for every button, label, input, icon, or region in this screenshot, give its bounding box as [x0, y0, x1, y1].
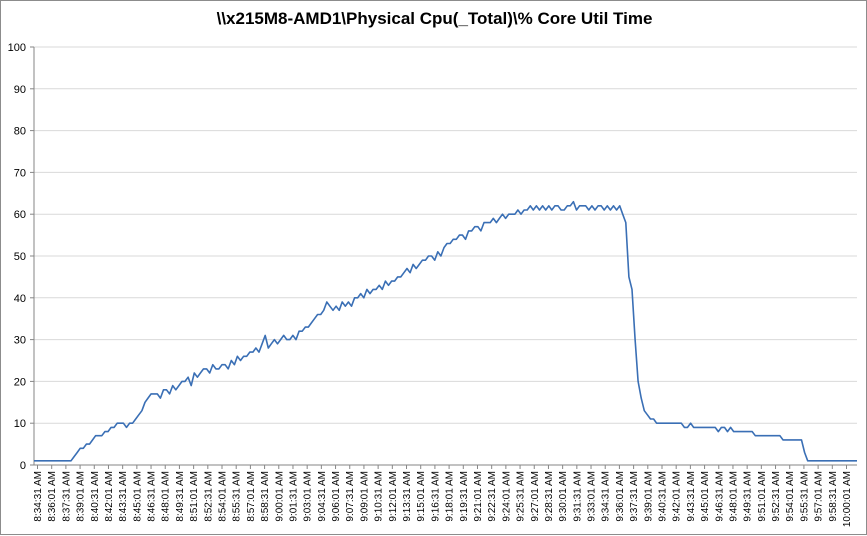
x-tick-label: 9:55:31 AM [799, 471, 810, 522]
x-tick-label: 9:31:31 AM [572, 471, 583, 522]
x-tick-label: 9:06:01 AM [331, 471, 342, 522]
y-tick-label: 30 [14, 335, 26, 347]
x-tick-label: 10:00:01 AM [842, 471, 853, 527]
x-tick-label: 8:46:31 AM [147, 471, 158, 522]
x-tick-label: 9:42:01 AM [672, 471, 683, 522]
x-tick-label: 8:45:01 AM [132, 471, 143, 522]
x-tick-label: 9:34:31 AM [601, 471, 612, 522]
x-tick-label: 9:58:31 AM [828, 471, 839, 522]
series-line [34, 200, 857, 462]
x-tick-label: 8:43:31 AM [118, 471, 129, 522]
x-tick-label: 9:22:31 AM [487, 471, 498, 522]
y-tick-label: 50 [14, 251, 26, 263]
x-tick-label: 9:52:31 AM [771, 471, 782, 522]
x-tick-label: 9:45:01 AM [700, 471, 711, 522]
x-tick-label: 9:46:31 AM [714, 471, 725, 522]
x-tick-label: 9:04:31 AM [317, 471, 328, 522]
y-tick-label: 90 [14, 84, 26, 96]
x-tick-label: 9:03:01 AM [303, 471, 314, 522]
x-tick-label: 8:49:31 AM [175, 471, 186, 522]
x-tick-label: 9:13:31 AM [402, 471, 413, 522]
y-tick-label: 10 [14, 418, 26, 430]
x-tick-label: 8:42:01 AM [104, 471, 115, 522]
x-tick-label: 9:57:01 AM [814, 471, 825, 522]
y-tick-label: 0 [20, 460, 26, 472]
x-tick-label: 8:57:01 AM [246, 471, 257, 522]
x-tick-label: 9:09:01 AM [359, 471, 370, 522]
y-tick-label: 80 [14, 126, 26, 138]
x-tick-label: 8:51:01 AM [189, 471, 200, 522]
x-tick-label: 9:51:01 AM [757, 471, 768, 522]
x-tick-label: 9:00:01 AM [274, 471, 285, 522]
y-tick-label: 60 [14, 209, 26, 221]
y-tick-label: 100 [8, 42, 26, 54]
x-tick-label: 8:34:31 AM [33, 471, 44, 522]
x-tick-label: 8:55:31 AM [232, 471, 243, 522]
x-tick-label: 9:48:01 AM [728, 471, 739, 522]
x-tick-label: 9:19:31 AM [459, 471, 470, 522]
x-tick-label: 9:18:01 AM [445, 471, 456, 522]
x-tick-label: 9:07:31 AM [345, 471, 356, 522]
x-tick-label: 9:39:01 AM [643, 471, 654, 522]
x-tick-label: 8:54:01 AM [218, 471, 229, 522]
x-tick-label: 9:24:01 AM [501, 471, 512, 522]
x-tick-label: 8:58:31 AM [260, 471, 271, 522]
y-tick-label: 40 [14, 293, 26, 305]
x-tick-label: 9:37:31 AM [629, 471, 640, 522]
x-tick-label: 9:43:31 AM [686, 471, 697, 522]
x-tick-label: 9:27:01 AM [530, 471, 541, 522]
x-tick-label: 9:36:01 AM [615, 471, 626, 522]
x-tick-label: 9:25:31 AM [516, 471, 527, 522]
x-tick-label: 8:37:31 AM [61, 471, 72, 522]
x-tick-label: 9:10:31 AM [374, 471, 385, 522]
x-tick-label: 9:16:31 AM [430, 471, 441, 522]
x-tick-label: 9:40:31 AM [657, 471, 668, 522]
y-tick-label: 70 [14, 167, 26, 179]
x-tick-label: 8:39:01 AM [76, 471, 87, 522]
x-tick-label: 9:01:31 AM [288, 471, 299, 522]
x-tick-label: 9:30:01 AM [558, 471, 569, 522]
x-tick-label: 9:12:01 AM [388, 471, 399, 522]
x-tick-label: 9:49:31 AM [743, 471, 754, 522]
x-tick-label: 8:52:31 AM [203, 471, 214, 522]
x-tick-label: 8:48:01 AM [161, 471, 172, 522]
x-tick-label: 8:40:31 AM [90, 471, 101, 522]
x-tick-label: 9:15:01 AM [416, 471, 427, 522]
y-tick-label: 20 [14, 376, 26, 388]
chart-title: \\x215M8-AMD1\Physical Cpu(_Total)\% Cor… [216, 9, 653, 28]
x-tick-label: 9:28:31 AM [544, 471, 555, 522]
x-tick-label: 9:21:01 AM [473, 471, 484, 522]
x-tick-label: 8:36:01 AM [47, 471, 58, 522]
x-tick-label: 9:54:01 AM [785, 471, 796, 522]
x-tick-label: 9:33:01 AM [587, 471, 598, 522]
